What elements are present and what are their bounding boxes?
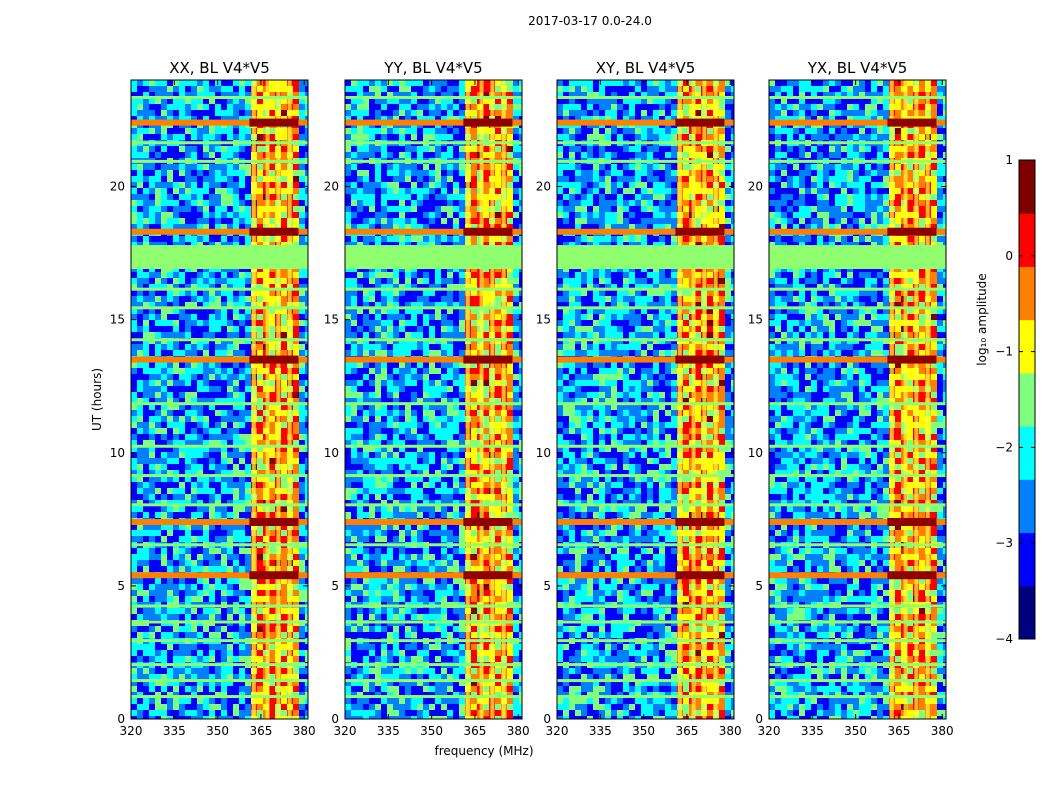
panel-title: XX, BL V4*V5	[169, 59, 270, 77]
heatmap-panel: 320 335 350 365 380 0 5 10 15 20 YX, BL V4*V5	[748, 59, 954, 738]
x-tick-label: 320	[758, 724, 781, 738]
colorbar-segment	[1019, 213, 1035, 267]
x-tick-label: 350	[420, 724, 443, 738]
y-tick-label: 15	[748, 313, 763, 327]
y-tick-label: 5	[755, 579, 763, 593]
x-tick-label: 335	[589, 724, 612, 738]
y-tick-label: 5	[543, 579, 551, 593]
colorbar-segment	[1019, 532, 1035, 587]
y-tick-label: 15	[110, 313, 125, 327]
x-tick-label: 350	[844, 724, 867, 738]
y-tick-label: 10	[748, 446, 763, 460]
x-tick-label: 335	[163, 724, 186, 738]
figure-title: 2017-03-17 0.0-24.0	[528, 14, 652, 28]
colorbar-tick-label: −2	[995, 440, 1013, 454]
panel-frame	[768, 79, 947, 720]
x-tick-label: 350	[206, 724, 229, 738]
x-tick-label: 350	[632, 724, 655, 738]
y-tick-label: 10	[536, 446, 551, 460]
x-tick-label: 380	[719, 724, 742, 738]
panel-frame	[130, 79, 309, 720]
colorbar: 1 0 −1 −2 −3 −4 log₁₀ amplitude	[975, 153, 1036, 646]
x-tick-label: 320	[120, 724, 143, 738]
colorbar-segment	[1019, 426, 1035, 480]
x-tick-label: 365	[675, 724, 698, 738]
y-tick-label: 0	[755, 712, 763, 726]
heatmap-panel: 320 335 350 365 380 0 5 10 15 20 XX, BL V4*V5 UT (h…	[90, 59, 316, 738]
heatmap-channel-stripes	[251, 80, 292, 719]
heatmap-rows	[769, 95, 946, 699]
colorbar-tick-label: 1	[1005, 153, 1013, 167]
heatmap-panel: 320 335 350 365 380 0 5 10 15 20 XY, BL V4*V5	[536, 59, 742, 738]
x-tick-label: 365	[887, 724, 910, 738]
x-tick-label: 335	[801, 724, 824, 738]
colorbar-tick-label: −1	[995, 345, 1013, 359]
heatmap-channel-stripes	[889, 80, 930, 719]
panel-frame	[344, 79, 523, 720]
heatmap-channel-stripes	[465, 80, 506, 719]
y-tick-label: 20	[748, 180, 763, 194]
x-tick-label: 335	[377, 724, 400, 738]
x-tick-label: 320	[546, 724, 569, 738]
colorbar-tick-label: −3	[995, 536, 1013, 550]
x-tick-label: 380	[293, 724, 316, 738]
y-tick-label: 0	[543, 712, 551, 726]
colorbar-tick-label: −4	[995, 632, 1013, 646]
colorbar-segment	[1019, 319, 1035, 374]
panel-frame	[556, 79, 735, 720]
colorbar-label: log₁₀ amplitude	[975, 273, 989, 365]
heatmap-channel-stripes	[677, 80, 718, 719]
panel-title: YY, BL V4*V5	[383, 59, 482, 77]
colorbar-segment	[1019, 585, 1035, 640]
colorbar-segment	[1019, 372, 1035, 427]
colorbar-tick-label: 0	[1005, 249, 1013, 263]
x-tick-label: 380	[507, 724, 530, 738]
x-axis-label: frequency (MHz)	[434, 744, 533, 758]
y-tick-label: 15	[536, 313, 551, 327]
colorbar-segment	[1019, 479, 1035, 534]
panel-title: XY, BL V4*V5	[596, 59, 696, 77]
y-tick-label: 0	[117, 712, 125, 726]
colorbar-frame	[1018, 159, 1036, 640]
colorbar-segment	[1019, 266, 1035, 321]
y-tick-label: 10	[324, 446, 339, 460]
y-tick-label: 20	[324, 180, 339, 194]
panel-title: YX, BL V4*V5	[807, 59, 908, 77]
heatmap-rows	[557, 95, 734, 699]
heatmap-rows	[131, 95, 308, 699]
heatmap-panel: 320 335 350 365 380 0 5 10 15 20 YY, BL V4*V5 frequ…	[324, 59, 534, 758]
heatmap-rows	[345, 95, 522, 699]
colorbar-segment	[1019, 160, 1035, 214]
x-tick-label: 380	[931, 724, 954, 738]
y-axis-label: UT (hours)	[90, 368, 104, 431]
x-tick-label: 320	[334, 724, 357, 738]
y-tick-label: 0	[331, 712, 339, 726]
y-tick-label: 15	[324, 313, 339, 327]
y-tick-label: 5	[117, 579, 125, 593]
y-tick-label: 5	[331, 579, 339, 593]
x-tick-label: 365	[463, 724, 486, 738]
y-tick-label: 20	[110, 180, 125, 194]
y-tick-label: 20	[536, 180, 551, 194]
y-tick-label: 10	[110, 446, 125, 460]
x-tick-label: 365	[249, 724, 272, 738]
